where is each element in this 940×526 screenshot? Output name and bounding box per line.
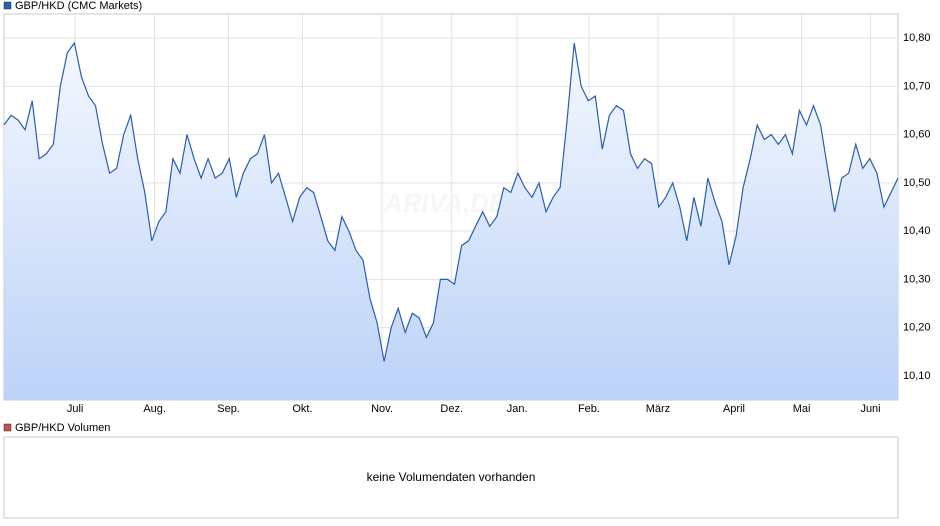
legend-label: GBP/HKD (CMC Markets) [15,0,142,12]
y-tick-label: 10,50 [903,177,931,189]
x-tick-label: April [723,403,745,415]
x-tick-label: Okt. [292,403,312,415]
y-tick-label: 10,40 [903,225,931,237]
y-tick-label: 10,20 [903,322,931,334]
y-tick-label: 10,70 [903,80,931,92]
volume-panel [3,436,899,519]
y-tick-label: 10,30 [903,273,931,285]
line [3,41,899,362]
watermark: ARIVA.DE [383,188,507,218]
x-tick-label: Mai [793,403,811,415]
y-tick-label: 10,80 [903,32,931,44]
x-tick-label: Juli [67,403,84,415]
x-tick-label: Nov. [371,403,393,415]
legend-label: GBP/HKD Volumen [15,422,110,434]
x-tick-label: Aug. [143,403,166,415]
x-tick-label: Sep. [217,403,240,415]
legend-swatch [3,423,12,432]
legend-swatch [3,1,12,10]
volume-message: keine Volumendaten vorhanden [367,470,536,484]
x-tick-label: Dez. [440,403,463,415]
x-tick-label: Feb. [578,403,600,415]
x-tick-label: März [646,403,670,415]
y-tick-label: 10,60 [903,129,931,141]
area [4,43,898,400]
x-tick-label: Juni [860,403,880,415]
x-tick-label: Jan. [507,403,528,415]
y-tick-label: 10,10 [903,370,931,382]
